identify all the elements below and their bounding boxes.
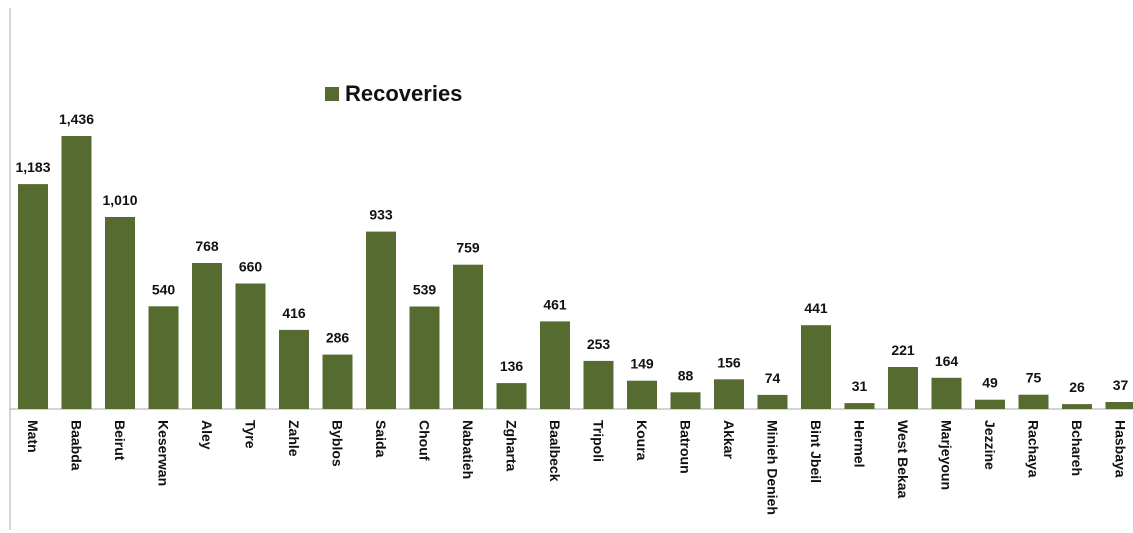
bar [627,380,657,409]
legend-label: Recoveries [345,81,462,106]
value-label: 1,436 [59,111,94,127]
bar [18,184,48,409]
category-label: Tripoli [591,420,607,462]
category-label: Akkar [721,420,737,459]
bar [931,377,962,409]
category-label: Aley [199,420,215,450]
value-label: 933 [369,207,393,223]
bar [975,399,1005,409]
category-label: Nabatieh [460,420,476,479]
bar [714,379,744,409]
value-label: 1,183 [15,159,50,175]
category-label: Tyre [243,420,259,449]
value-label: 1,010 [102,192,137,208]
value-label: 49 [982,375,998,391]
value-label: 88 [678,367,694,383]
bar [1062,404,1092,409]
value-label: 660 [239,259,263,275]
category-label: Koura [634,420,650,461]
category-label: Bint Jbeil [808,420,824,483]
value-label: 149 [630,356,654,372]
value-label: 26 [1069,379,1085,395]
bar [583,360,614,409]
value-label: 759 [456,240,480,256]
bar [235,283,266,409]
value-label: 75 [1026,370,1042,386]
category-label: Keserwan [156,420,172,486]
bar [279,329,309,409]
value-label: 253 [587,336,611,352]
value-label: 31 [852,378,868,394]
bar [148,306,179,409]
value-label: 441 [804,300,828,316]
category-label: Baabda [69,420,85,471]
legend: Recoveries [325,81,462,106]
value-label: 164 [935,353,959,369]
bar [192,263,222,409]
value-label: 540 [152,281,176,297]
bar [61,136,92,409]
category-label: West Bekaa [895,420,911,499]
value-label: 768 [195,238,219,254]
value-label: 74 [765,370,781,386]
value-labels-group: 1,183 1,436 1,010 540 768 660 416 286 933 539 759 1… [15,111,1128,395]
value-label: 416 [282,305,306,321]
bar [757,394,788,409]
category-label: Jezzine [982,420,998,470]
category-label: Saida [373,420,389,458]
category-label: Hermel [852,420,868,467]
bar [888,367,918,409]
bar [496,383,527,409]
value-label: 156 [717,354,741,370]
bar [1105,402,1133,409]
value-label: 221 [891,342,915,358]
category-label: Zgharta [504,420,520,472]
bar [366,231,396,409]
category-label: Byblos [330,420,346,467]
category-label: Marjeyoun [939,420,955,490]
category-label: Zahle [286,420,302,457]
value-label: 461 [543,296,567,312]
bar [105,217,135,409]
category-label: Rachaya [1026,420,1042,478]
category-label: Batroun [678,420,694,474]
category-label: Chouf [417,420,433,461]
bar [540,321,570,409]
value-label: 136 [500,358,524,374]
bar [409,306,440,409]
value-label: 286 [326,330,350,346]
bar [1018,394,1049,409]
bar [844,403,875,409]
category-label: Matn [25,420,41,453]
category-labels-group: Matn Baabda Beirut Keserwan Aley Tyre Zahle Byb… [25,420,1129,515]
bars-group [18,136,1133,409]
bar [801,325,831,409]
bar [453,264,483,409]
legend-swatch [325,87,339,101]
category-label: Baalbeck [547,420,563,482]
bar [670,392,701,409]
category-label: Beirut [112,420,128,461]
category-label: Bchareh [1069,420,1085,476]
value-label: 539 [413,282,437,298]
category-label: Minieh Denieh [765,420,781,515]
category-label: Hasbaya [1113,420,1129,478]
bar [322,354,353,409]
value-label: 37 [1113,377,1129,393]
